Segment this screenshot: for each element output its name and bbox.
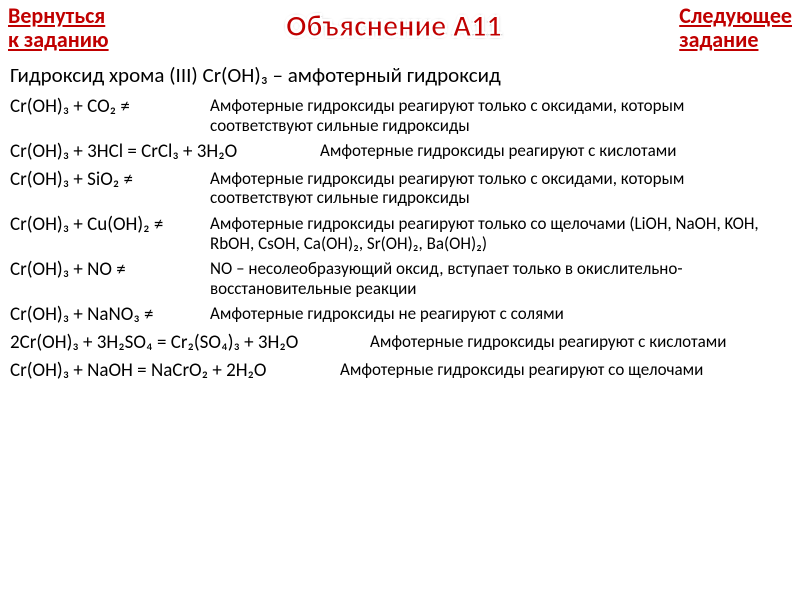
page-title: Объяснение А11 [286, 8, 502, 45]
reaction-row: Cr(OH)₃ + SiO₂ ≠ Амфотерные гидроксиды р… [10, 169, 790, 208]
nav-back-link[interactable]: Вернуться к заданию [8, 4, 109, 52]
reaction-row: Cr(OH)₃ + NO ≠ NO – несолеобразующий окс… [10, 259, 790, 298]
note: Амфотерные гидроксиды реагируют с кислот… [320, 141, 790, 161]
nav-next-link[interactable]: Следующее задание [679, 4, 792, 52]
reaction-row: Cr(OH)₃ + NaOH = NaCrO₂ + 2H₂O Амфотерны… [10, 360, 790, 382]
nav-back-line2: к заданию [8, 26, 109, 53]
note: NO – несолеобразующий оксид, вступает то… [210, 259, 790, 298]
nav-next-line2: задание [679, 26, 758, 53]
equation: Cr(OH)₃ + Cu(OH)₂ ≠ [10, 214, 210, 236]
note: Амфотерные гидроксиды реагируют со щелоч… [340, 360, 790, 380]
equation: Cr(OH)₃ + SiO₂ ≠ [10, 169, 210, 191]
header: Вернуться к заданию Объяснение А11 Следу… [0, 0, 800, 60]
note: Амфотерные гидроксиды не реагируют с сол… [210, 304, 790, 324]
heading: Гидроксид хрома (III) Cr(OH)₃ – амфотерн… [10, 62, 790, 88]
equation: 2Cr(OH)₃ + 3H₂SO₄ = Cr₂(SO₄)₃ + 3H₂O [10, 332, 370, 354]
nav-back-line1: Вернуться [8, 2, 105, 29]
reaction-row: Cr(OH)₃ + CO₂ ≠ Амфотерные гидроксиды ре… [10, 96, 790, 135]
equation: Cr(OH)₃ + NaOH = NaCrO₂ + 2H₂O [10, 360, 340, 382]
reaction-row: Cr(OH)₃ + Cu(OH)₂ ≠ Амфотерные гидроксид… [10, 214, 790, 253]
note: Амфотерные гидроксиды реагируют только с… [210, 214, 790, 253]
equation: Cr(OH)₃ + CO₂ ≠ [10, 96, 210, 118]
note: Амфотерные гидроксиды реагируют с кислот… [370, 332, 790, 352]
nav-next-line1: Следующее [679, 2, 792, 29]
reaction-row: Cr(OH)₃ + 3HCl = CrCl₃ + 3H₂O Амфотерные… [10, 141, 790, 163]
reaction-row: Cr(OH)₃ + NaNO₃ ≠ Амфотерные гидроксиды … [10, 304, 790, 326]
equation: Cr(OH)₃ + NO ≠ [10, 259, 210, 281]
note: Амфотерные гидроксиды реагируют только с… [210, 96, 790, 135]
reaction-row: 2Cr(OH)₃ + 3H₂SO₄ = Cr₂(SO₄)₃ + 3H₂O Амф… [10, 332, 790, 354]
equation: Cr(OH)₃ + 3HCl = CrCl₃ + 3H₂O [10, 141, 320, 163]
equation: Cr(OH)₃ + NaNO₃ ≠ [10, 304, 210, 326]
content: Гидроксид хрома (III) Cr(OH)₃ – амфотерн… [0, 62, 800, 382]
note: Амфотерные гидроксиды реагируют только с… [210, 169, 790, 208]
